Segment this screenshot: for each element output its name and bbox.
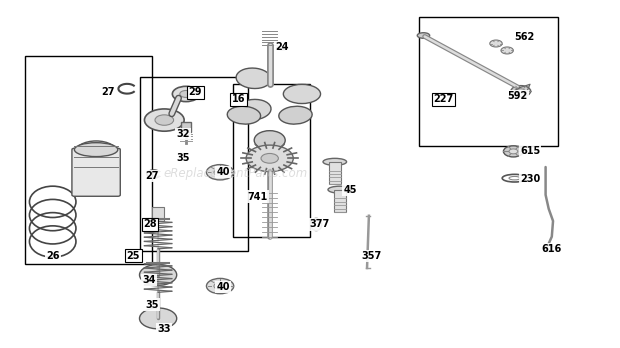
Circle shape: [140, 264, 177, 285]
FancyBboxPatch shape: [72, 148, 120, 196]
Circle shape: [501, 47, 513, 54]
Ellipse shape: [279, 106, 312, 124]
Text: 32: 32: [176, 129, 190, 139]
Circle shape: [509, 149, 518, 154]
Circle shape: [246, 145, 293, 172]
Text: 592: 592: [508, 91, 528, 101]
Ellipse shape: [417, 33, 430, 38]
Ellipse shape: [74, 143, 118, 157]
Text: 230: 230: [520, 174, 540, 184]
Text: 28: 28: [143, 220, 157, 229]
Circle shape: [261, 153, 278, 163]
Text: 40: 40: [216, 167, 230, 177]
Circle shape: [511, 86, 531, 97]
Text: 35: 35: [145, 300, 159, 309]
Text: 40: 40: [216, 282, 230, 292]
Ellipse shape: [328, 186, 352, 193]
Text: 16: 16: [232, 94, 246, 104]
Bar: [329, 162, 341, 184]
Text: 227: 227: [433, 94, 453, 104]
Ellipse shape: [74, 141, 118, 165]
Bar: [232, 84, 310, 237]
Text: 616: 616: [542, 244, 562, 254]
Text: 29: 29: [188, 87, 202, 97]
Ellipse shape: [228, 106, 260, 124]
Circle shape: [490, 40, 502, 47]
Text: 357: 357: [362, 251, 382, 261]
Bar: [140, 77, 248, 251]
Bar: [25, 56, 152, 264]
Circle shape: [214, 169, 226, 176]
Ellipse shape: [323, 158, 347, 165]
Bar: [152, 207, 164, 221]
Circle shape: [214, 283, 226, 290]
Circle shape: [180, 90, 192, 97]
Circle shape: [140, 308, 177, 329]
Text: 25: 25: [126, 251, 140, 261]
Ellipse shape: [236, 100, 271, 120]
Text: 741: 741: [247, 192, 267, 201]
Text: 24: 24: [275, 42, 289, 52]
Bar: [334, 190, 346, 212]
Text: 27: 27: [145, 171, 159, 181]
Text: 45: 45: [343, 185, 357, 195]
Text: 26: 26: [46, 251, 60, 261]
Ellipse shape: [283, 84, 321, 104]
Circle shape: [206, 278, 234, 294]
Bar: [181, 122, 191, 132]
Ellipse shape: [236, 68, 271, 88]
Text: 615: 615: [520, 147, 540, 156]
Text: 35: 35: [176, 153, 190, 163]
Circle shape: [503, 146, 523, 157]
Ellipse shape: [277, 46, 288, 50]
Text: 377: 377: [309, 220, 329, 229]
Ellipse shape: [254, 130, 285, 150]
Text: 562: 562: [514, 32, 534, 41]
Circle shape: [206, 165, 234, 180]
Circle shape: [144, 109, 184, 131]
Circle shape: [155, 115, 174, 125]
Bar: [418, 17, 558, 146]
Circle shape: [172, 86, 200, 102]
Ellipse shape: [311, 219, 322, 231]
Text: 33: 33: [157, 324, 171, 334]
Text: 27: 27: [102, 87, 115, 97]
Text: eReplacementParts.com: eReplacementParts.com: [164, 167, 308, 181]
Polygon shape: [515, 84, 530, 94]
Text: 34: 34: [142, 275, 156, 285]
